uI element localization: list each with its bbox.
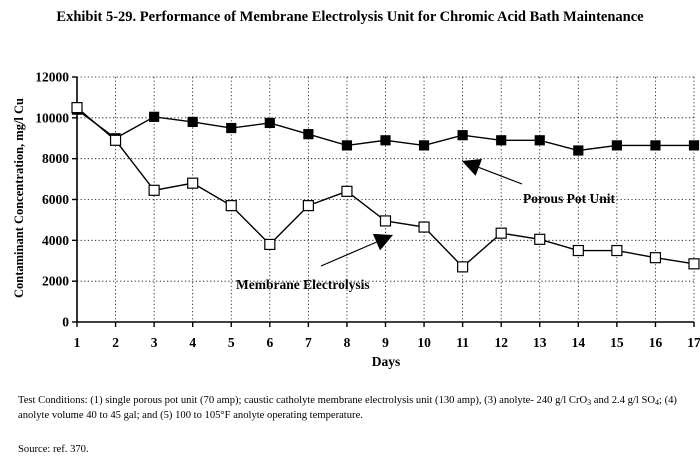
y-tick-label: 12000 xyxy=(35,70,69,85)
x-tick-label: 9 xyxy=(382,335,389,350)
data-point-series-1 xyxy=(264,117,275,129)
data-point-series-2 xyxy=(495,227,507,239)
data-point-series-2 xyxy=(649,252,662,264)
y-axis-label: Contaminant Concentration, mg/l Cu xyxy=(12,98,26,298)
data-point-series-2 xyxy=(109,134,122,146)
y-tick-label: 8000 xyxy=(42,151,69,166)
conditions-part-3: ; (4) anolyte volume 40 to 45 gal; and (… xyxy=(18,395,677,421)
x-tick-label: 13 xyxy=(533,335,547,350)
test-conditions-note: Test Conditions: (1) single porous pot u… xyxy=(18,393,686,423)
data-point-series-1 xyxy=(149,111,160,122)
data-point-series-2 xyxy=(264,238,276,251)
x-tick-label: 3 xyxy=(151,335,158,350)
annotation-leader-2 xyxy=(320,241,377,267)
data-point-series-1 xyxy=(380,135,391,146)
chart-title: Exhibit 5-29. Performance of Membrane El… xyxy=(56,9,644,25)
data-point-series-2 xyxy=(688,258,700,270)
data-point-series-2 xyxy=(187,177,199,189)
data-point-series-2 xyxy=(71,102,83,114)
data-point-series-1 xyxy=(226,122,237,134)
x-tick-label: 2 xyxy=(112,335,119,350)
annotations-layer: Porous Pot Unit Membrane Electrolysis xyxy=(236,159,616,292)
y-tick-label: 4000 xyxy=(42,233,69,248)
annotation-arrowhead-1 xyxy=(462,159,483,176)
data-point-series-1 xyxy=(573,145,584,156)
data-point-series-1 xyxy=(611,140,622,151)
source-note: Source: ref. 370. xyxy=(18,444,89,455)
x-tick-label: 4 xyxy=(189,335,196,350)
annotation-label-1: Porous Pot Unit xyxy=(523,191,616,206)
data-point-series-1 xyxy=(496,135,507,146)
data-point-series-1 xyxy=(457,130,468,141)
y-tick-label: 2000 xyxy=(42,274,69,289)
data-point-series-2 xyxy=(302,200,314,212)
data-point-series-2 xyxy=(534,233,546,245)
data-point-series-2 xyxy=(611,244,623,257)
x-tick-label: 14 xyxy=(572,335,586,350)
y-tick-label: 6000 xyxy=(42,192,69,207)
data-point-series-2 xyxy=(341,185,353,197)
x-tick-label: 5 xyxy=(228,335,235,350)
x-tick-label: 17 xyxy=(687,335,700,350)
data-point-series-1 xyxy=(688,140,700,151)
x-tick-label: 11 xyxy=(456,335,469,350)
data-point-series-2 xyxy=(572,244,584,257)
x-tick-label: 6 xyxy=(266,335,273,350)
data-point-series-1 xyxy=(341,140,353,151)
x-tick-label: 12 xyxy=(494,335,508,350)
annotation-leader-1 xyxy=(478,166,523,185)
y-tick-label: 0 xyxy=(62,315,69,330)
conditions-subscript-2: 4 xyxy=(655,398,660,407)
conditions-part-1: Test Conditions: (1) single porous pot u… xyxy=(18,395,588,406)
annotation-arrowhead-2 xyxy=(372,233,393,251)
data-point-series-2 xyxy=(418,221,430,233)
data-point-series-2 xyxy=(148,184,160,196)
gridlines xyxy=(77,76,695,322)
data-point-series-1 xyxy=(187,116,198,128)
data-point-series-1 xyxy=(418,140,430,151)
x-tick-label: 10 xyxy=(417,335,431,350)
data-point-series-2 xyxy=(225,200,237,212)
conditions-part-2: and 2.4 g/l SO xyxy=(591,395,656,406)
annotation-label-2: Membrane Electrolysis xyxy=(236,277,370,292)
x-axis-label: Days xyxy=(372,354,401,369)
data-point-series-2 xyxy=(457,261,469,273)
axes xyxy=(72,76,695,327)
x-tick-label: 15 xyxy=(610,335,624,350)
x-tick-label: 8 xyxy=(344,335,351,350)
data-point-series-1 xyxy=(650,140,661,151)
x-tick-label: 1 xyxy=(74,335,81,350)
x-tick-label: 16 xyxy=(649,335,663,350)
x-tick-label: 7 xyxy=(305,335,312,350)
conditions-subscript-1: 3 xyxy=(587,398,592,407)
data-point-series-1 xyxy=(534,135,545,146)
data-point-series-2 xyxy=(379,215,392,227)
series-layer xyxy=(71,102,700,273)
data-point-series-1 xyxy=(303,129,314,140)
y-tick-label: 10000 xyxy=(35,110,69,125)
